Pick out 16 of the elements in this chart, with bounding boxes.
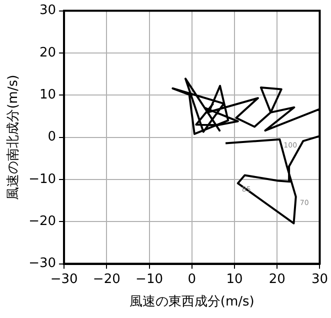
x-tick-label: 10 xyxy=(226,272,243,287)
x-tick-label: −10 xyxy=(136,272,163,287)
y-tick-label: 30 xyxy=(39,3,56,18)
x-tick-label: −30 xyxy=(50,272,78,287)
y-tick-label: −10 xyxy=(28,172,56,187)
x-axis-title: 風速の東西成分(m/s) xyxy=(129,294,254,310)
x-tick-label: −20 xyxy=(92,272,120,287)
x-tick-label: 0 xyxy=(188,272,196,287)
x-tick-label: 20 xyxy=(268,272,286,287)
y-tick-label: −20 xyxy=(28,214,56,230)
y-axis-title: 風速の南北成分(m/s) xyxy=(6,74,22,200)
y-tick-label: −30 xyxy=(28,256,56,272)
y-tick-label: 10 xyxy=(39,88,56,103)
y-tick-label: 20 xyxy=(39,45,56,60)
y-tick-label: 0 xyxy=(48,130,56,145)
x-tick-label: 30 xyxy=(311,272,328,287)
